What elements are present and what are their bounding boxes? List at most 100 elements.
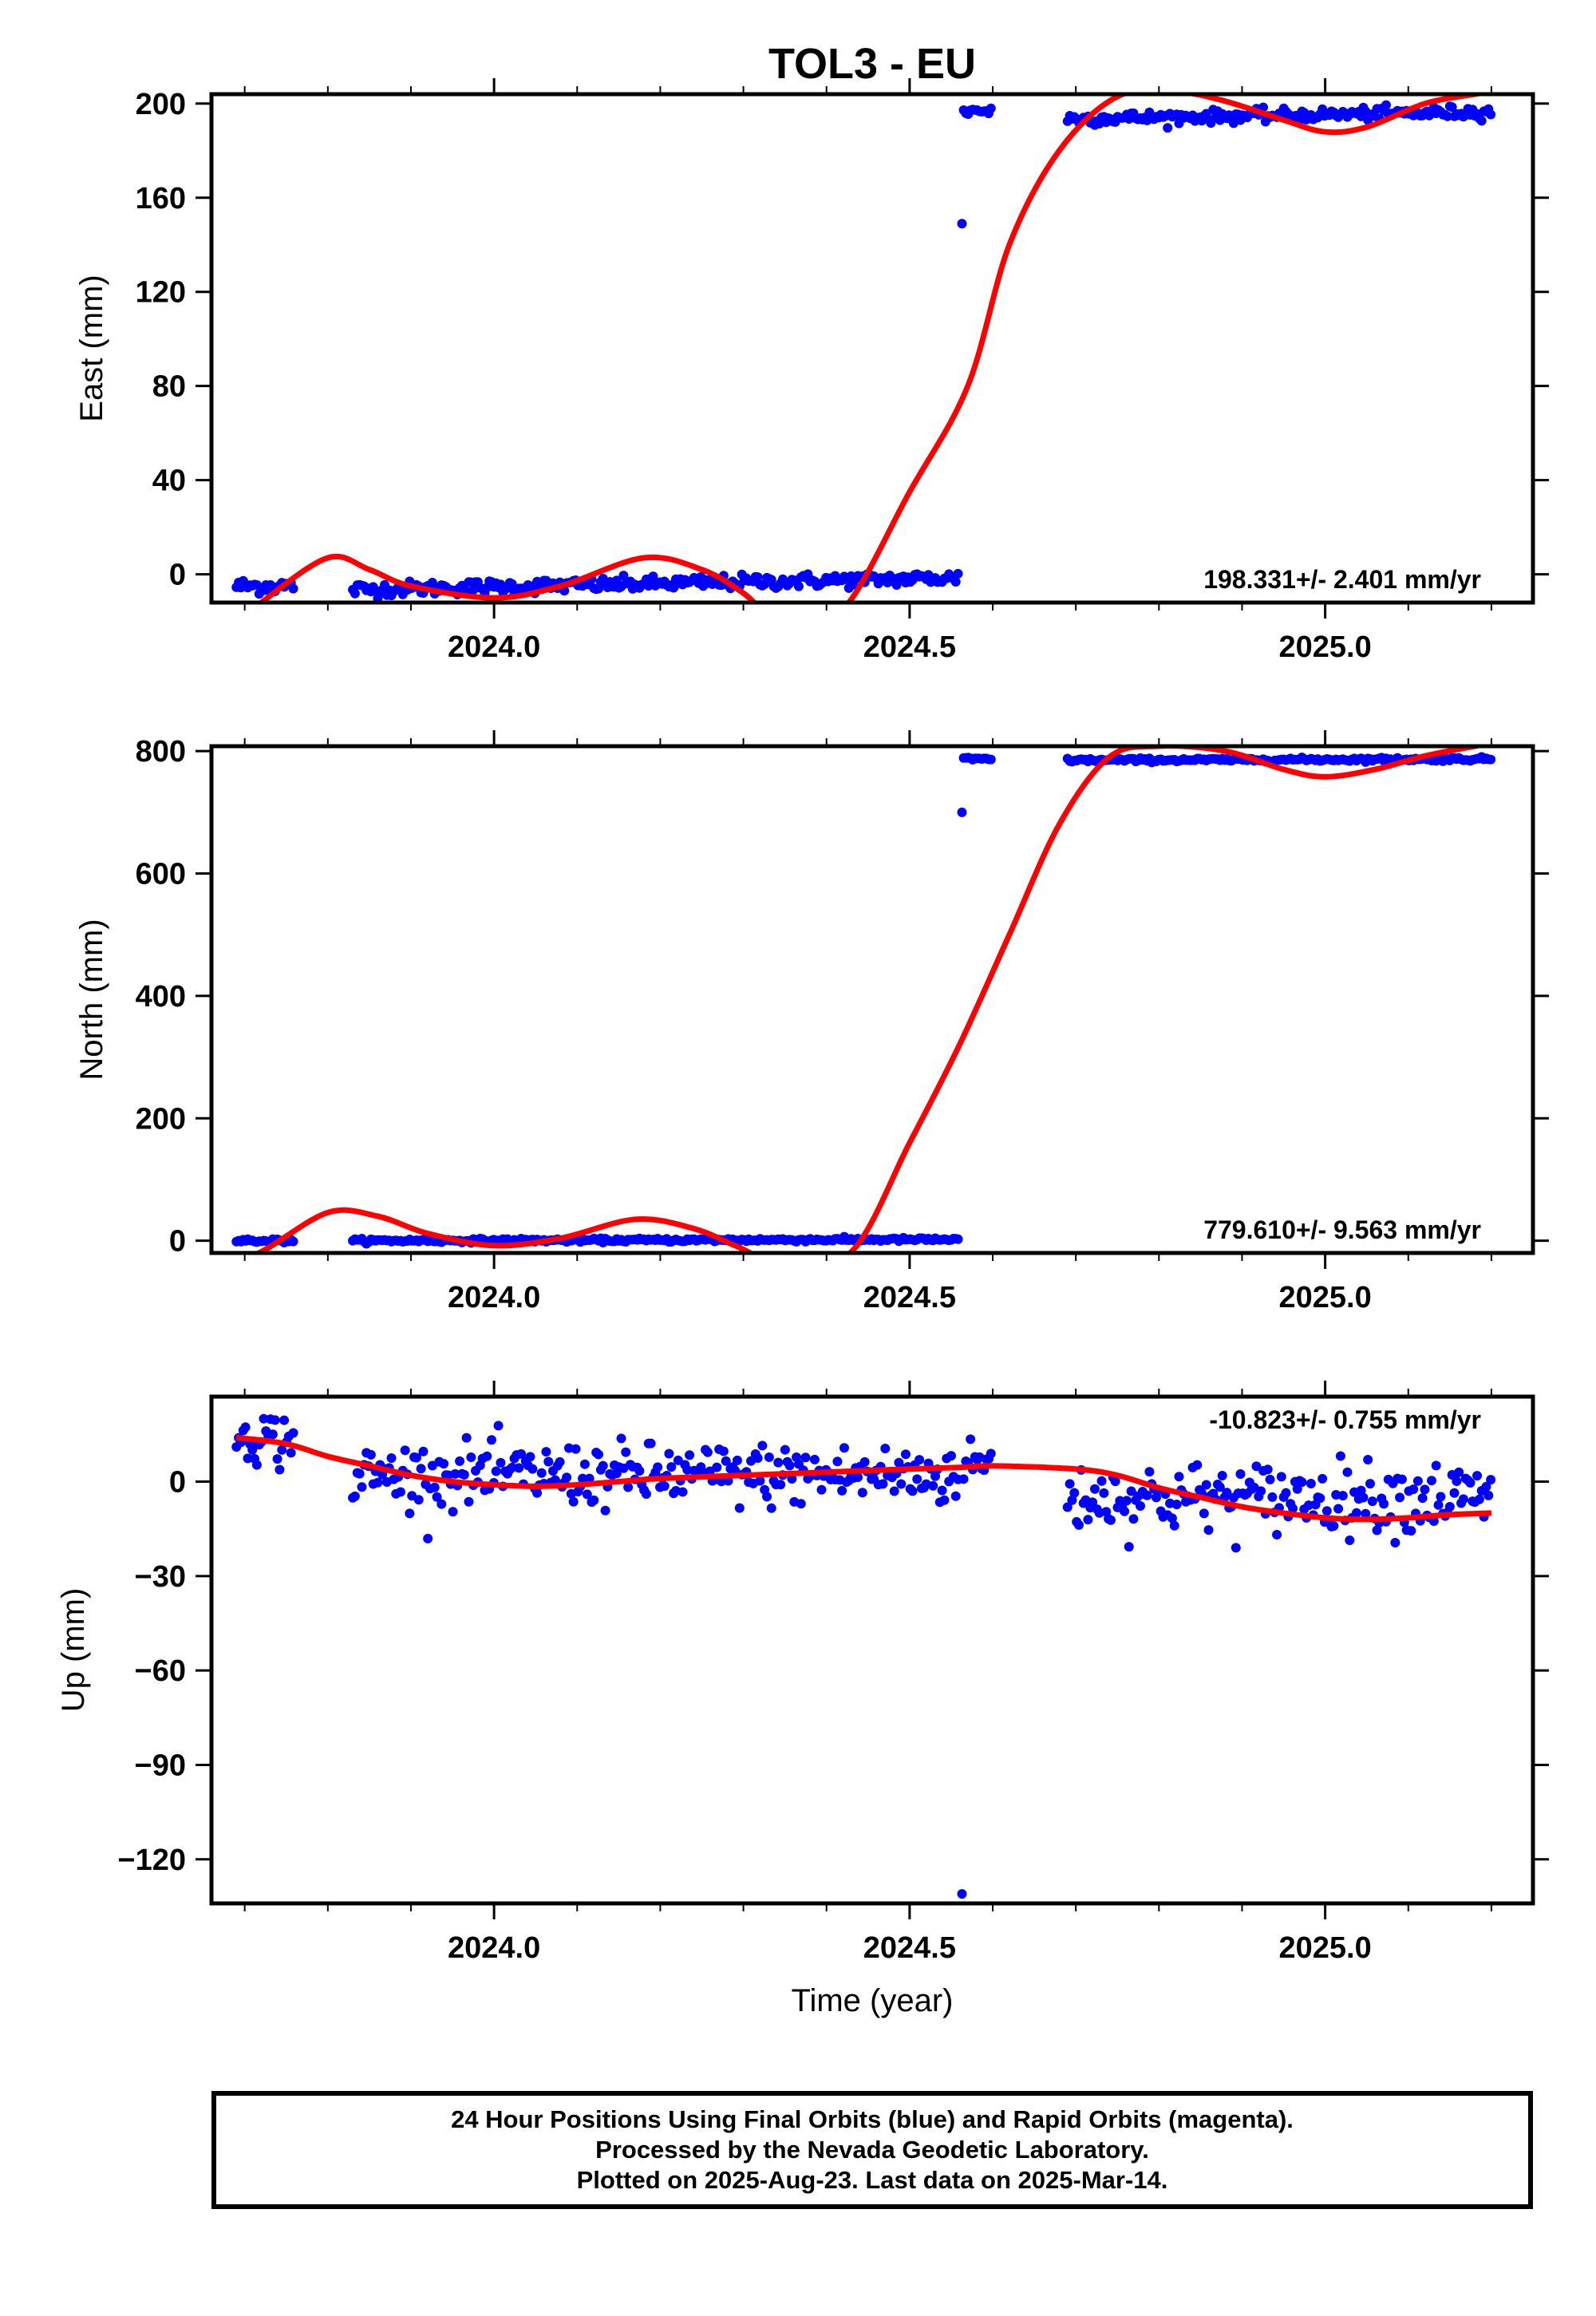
data-point: [598, 1460, 608, 1471]
data-point: [648, 571, 658, 582]
data-point: [240, 1422, 251, 1433]
data-point: [1395, 1492, 1405, 1503]
data-point: [536, 1468, 547, 1478]
outlier-point: [957, 1889, 967, 1899]
data-point: [1099, 1488, 1109, 1498]
data-point: [1199, 1508, 1209, 1519]
data-point: [773, 1457, 784, 1468]
data-point: [541, 1447, 551, 1457]
data-point: [1335, 1451, 1345, 1461]
data-point: [413, 1495, 424, 1505]
data-point: [568, 1496, 579, 1507]
data-point: [1447, 102, 1457, 113]
y-tick-label: 0: [169, 1225, 186, 1259]
data-point: [1171, 1500, 1182, 1510]
data-point: [1396, 1474, 1407, 1484]
y-tick-label: −60: [135, 1654, 186, 1688]
data-point: [837, 1485, 847, 1496]
data-point: [1367, 1496, 1377, 1507]
outlier-point: [957, 219, 967, 229]
data-point: [1381, 100, 1391, 110]
data-point: [776, 1480, 786, 1490]
data-point: [1412, 1476, 1423, 1486]
data-point: [721, 1456, 731, 1466]
y-axis-label: Up (mm): [56, 1588, 91, 1713]
data-point: [986, 103, 996, 113]
data-point: [1321, 1506, 1332, 1516]
y-tick-label: 800: [136, 735, 186, 769]
data-point: [1089, 1484, 1100, 1494]
data-point: [525, 1452, 535, 1462]
data-point: [1174, 1472, 1184, 1482]
data-point: [1192, 1460, 1203, 1470]
data-point: [678, 1487, 688, 1497]
north-panel: 2024.0 2024.5 2025.0 0 200 400 600 800 North (mm…: [74, 730, 1549, 1314]
data-point: [946, 1451, 957, 1461]
data-point: [1333, 1504, 1344, 1514]
data-point: [437, 1499, 447, 1509]
data-point: [1281, 1488, 1291, 1498]
data-point: [666, 1462, 677, 1472]
data-point: [1472, 1471, 1483, 1481]
data-point: [1256, 1486, 1266, 1496]
data-point: [418, 1446, 429, 1456]
data-point: [1315, 1493, 1325, 1504]
data-point: [732, 1455, 742, 1465]
y-tick-label: 80: [152, 370, 186, 404]
data-point: [766, 1503, 776, 1513]
data-point: [1481, 1481, 1491, 1492]
data-point: [646, 1438, 656, 1448]
data-point: [1069, 1488, 1080, 1498]
data-point: [1267, 1492, 1278, 1502]
data-point: [395, 1487, 405, 1497]
data-point: [623, 1482, 634, 1492]
x-tick-label: 2025.0: [1279, 1931, 1372, 1965]
data-point: [1486, 1475, 1496, 1485]
up-panel: 2024.0 2024.5 2025.0 0 −30 −60 −90 −120 Up (mm) -…: [56, 1381, 1549, 1965]
data-point: [664, 1448, 674, 1459]
data-point: [753, 1452, 763, 1463]
data-point: [1297, 1477, 1307, 1488]
data-point: [1120, 1506, 1130, 1516]
data-point: [373, 1477, 383, 1488]
data-point: [1408, 1484, 1419, 1495]
data-point: [1251, 1461, 1262, 1472]
data-point: [1142, 1490, 1152, 1500]
data-point: [753, 572, 763, 583]
data-point: [1163, 123, 1173, 133]
data-point: [1288, 1504, 1298, 1514]
data-point: [912, 1474, 922, 1484]
data-points: [231, 1413, 1496, 1899]
data-point: [673, 1455, 683, 1465]
east-panel: 2024.0 2024.5 2025.0 0 40 80 120 160 200 East (mm…: [74, 78, 1549, 664]
data-point: [1329, 1521, 1339, 1531]
data-point: [928, 1480, 938, 1491]
data-point: [762, 1492, 772, 1502]
data-point: [1431, 1460, 1441, 1471]
figure-title: TOL3 - EU: [768, 40, 976, 88]
data-point: [634, 1465, 645, 1476]
data-point: [288, 583, 298, 594]
data-point: [1433, 1500, 1444, 1510]
data-point: [1105, 1515, 1116, 1525]
data-point: [1201, 1480, 1211, 1490]
data-point: [1420, 1484, 1430, 1495]
data-point: [1442, 111, 1452, 121]
data-point: [277, 1445, 287, 1455]
data-point: [350, 1491, 360, 1501]
data-point: [386, 1452, 397, 1463]
data-point: [859, 1456, 870, 1467]
y-tick-label: 160: [136, 182, 186, 215]
data-point: [555, 1456, 565, 1467]
model-curve: [235, 1434, 1492, 1523]
footer-line-dates: Plotted on 2025-Aug-23. Last data on 202…: [576, 2166, 1168, 2194]
data-point: [1167, 1513, 1177, 1524]
data-point: [416, 1464, 426, 1474]
data-point: [950, 1491, 961, 1501]
data-point: [1363, 1455, 1373, 1465]
y-tick-label: 600: [136, 858, 186, 891]
data-point: [1486, 754, 1496, 765]
data-point: [832, 1456, 843, 1467]
data-point: [1128, 1514, 1139, 1524]
